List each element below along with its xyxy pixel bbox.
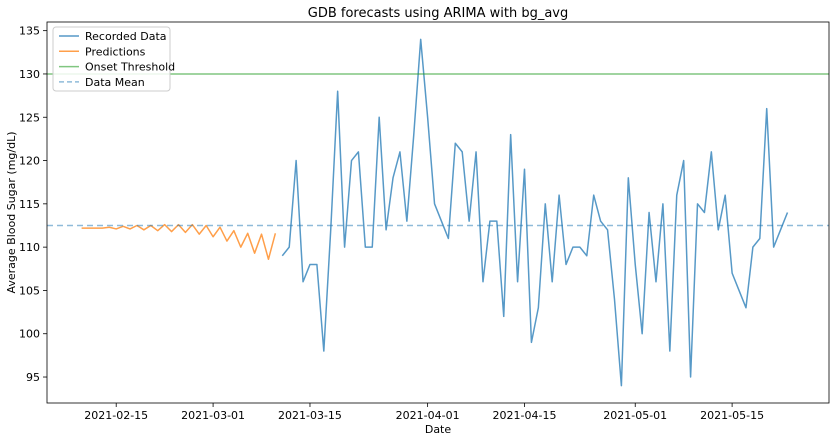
x-tick-label: 2021-04-15 <box>493 409 557 422</box>
series-group <box>47 38 829 387</box>
legend: Recorded Data Predictions Onset Threshold D… <box>52 26 175 92</box>
y-tick-label: 105 <box>19 284 40 297</box>
y-tick-label: 135 <box>19 25 40 38</box>
plot-area: 95 100 105 110 115 120 125 130 135 2021-02-15 2021… <box>19 21 830 422</box>
y-tick-label: 130 <box>19 68 40 81</box>
y-tick-label: 95 <box>26 371 40 384</box>
x-tick-label: 2021-02-15 <box>84 409 148 422</box>
legend-label: Recorded Data <box>85 30 167 43</box>
x-tick-label: 2021-05-15 <box>700 409 764 422</box>
x-tick-label: 2021-03-15 <box>278 409 342 422</box>
series-line-predictions <box>81 223 277 261</box>
plot-frame <box>46 21 830 404</box>
x-axis-label: Date <box>425 423 452 436</box>
y-tick-label: 110 <box>19 241 40 254</box>
y-tick-label: 100 <box>19 328 40 341</box>
series-line-recorded-data <box>281 38 789 387</box>
x-tick-label: 2021-04-01 <box>396 409 460 422</box>
x-tick-label: 2021-05-01 <box>603 409 667 422</box>
y-axis-label: Average Blood Sugar (mg/dL) <box>5 131 18 293</box>
chart-title: GDB forecasts using ARIMA with bg_avg <box>308 6 569 21</box>
y-tick-label: 125 <box>19 111 40 124</box>
x-tick-label: 2021-03-01 <box>181 409 245 422</box>
legend-label: Predictions <box>85 45 146 58</box>
y-tick-label: 120 <box>19 155 40 168</box>
legend-label: Onset Threshold <box>85 61 175 74</box>
y-tick-label: 115 <box>19 198 40 211</box>
legend-label: Data Mean <box>85 76 145 89</box>
legend-box <box>52 26 171 92</box>
